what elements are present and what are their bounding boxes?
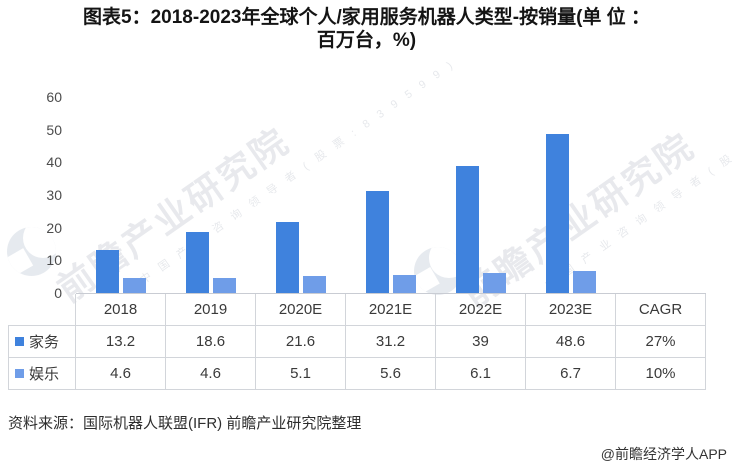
table-value-娱乐-2022E: 6.1 (436, 358, 526, 390)
bar-group-2018 (76, 97, 166, 293)
chart-title-line1: 图表5：2018-2023年全球个人/家用服务机器人类型-按销量(单 位 ： (83, 7, 650, 28)
credit-note: @前瞻经济学人APP (600, 446, 727, 462)
y-axis-label: 10 (46, 252, 62, 269)
bars-area (76, 97, 706, 293)
chart-title-line2: 百万台，%) (316, 30, 417, 51)
bar-娱乐-2021E (393, 274, 416, 293)
bar-娱乐-2023E (573, 271, 596, 293)
chart-title: 图表5：2018-2023年全球个人/家用服务机器人类型-按销量(单 位 ： 百… (0, 6, 733, 52)
bar-家务-2018 (96, 249, 119, 293)
bar-家务-2023E (546, 134, 569, 293)
table-legend-家务: 家务 (8, 326, 76, 358)
bar-group-2020E (256, 97, 346, 293)
bar-group-cagr-empty (616, 97, 706, 293)
bar-家务-2021E (366, 191, 389, 293)
bar-娱乐-2022E (483, 273, 506, 293)
table-value-家务-2020E: 21.6 (256, 326, 346, 358)
bar-group-2022E (436, 97, 526, 293)
table-value-家务-2019: 18.6 (166, 326, 256, 358)
bar-娱乐-2020E (303, 276, 326, 293)
bar-group-2019 (166, 97, 256, 293)
y-axis-label: 40 (46, 154, 62, 171)
table-value-娱乐-2021E: 5.6 (346, 358, 436, 390)
table-header-2020E: 2020E (256, 294, 346, 326)
data-table: 2018 2019 2020E 2021E 2022E 2023E CAGR 家务 13.2 18… (8, 294, 706, 390)
legend-label-家务: 家务 (29, 334, 60, 351)
legend-swatch-家务 (15, 337, 24, 346)
table-cagr-娱乐: 10% (616, 358, 706, 390)
table-corner-cell (8, 294, 76, 326)
table-value-家务-2018: 13.2 (76, 326, 166, 358)
source-note: 资料来源：国际机器人联盟(IFR) 前瞻产业研究院整理 (8, 415, 362, 432)
y-axis-label: 20 (46, 219, 62, 236)
table-cagr-家务: 27% (616, 326, 706, 358)
table-header-2018: 2018 (76, 294, 166, 326)
y-axis: 0 10 20 30 40 50 60 (0, 89, 68, 301)
table-value-家务-2021E: 31.2 (346, 326, 436, 358)
plot-area (76, 97, 706, 294)
table-header-cagr: CAGR (616, 294, 706, 326)
bar-娱乐-2019 (213, 277, 236, 293)
table-header-2019: 2019 (166, 294, 256, 326)
y-axis-label: 60 (46, 89, 62, 105)
table-header-2022E: 2022E (436, 294, 526, 326)
bar-娱乐-2018 (123, 277, 146, 293)
legend-swatch-娱乐 (15, 369, 24, 378)
bar-家务-2020E (276, 222, 299, 293)
bar-group-2023E (526, 97, 616, 293)
table-legend-娱乐: 娱乐 (8, 358, 76, 390)
table-value-娱乐-2019: 4.6 (166, 358, 256, 390)
y-axis-label: 50 (46, 121, 62, 138)
bar-家务-2019 (186, 232, 209, 293)
table-value-娱乐-2020E: 5.1 (256, 358, 346, 390)
bar-group-2021E (346, 97, 436, 293)
table-value-娱乐-2023E: 6.7 (526, 358, 616, 390)
table-value-家务-2023E: 48.6 (526, 326, 616, 358)
table-value-娱乐-2018: 4.6 (76, 358, 166, 390)
y-axis-label: 30 (46, 187, 62, 203)
y-axis-label: 0 (54, 285, 62, 301)
table-header-2021E: 2021E (346, 294, 436, 326)
table-header-2023E: 2023E (526, 294, 616, 326)
bar-家务-2022E (456, 165, 479, 293)
table-value-家务-2022E: 39 (436, 326, 526, 358)
legend-label-娱乐: 娱乐 (29, 366, 60, 383)
